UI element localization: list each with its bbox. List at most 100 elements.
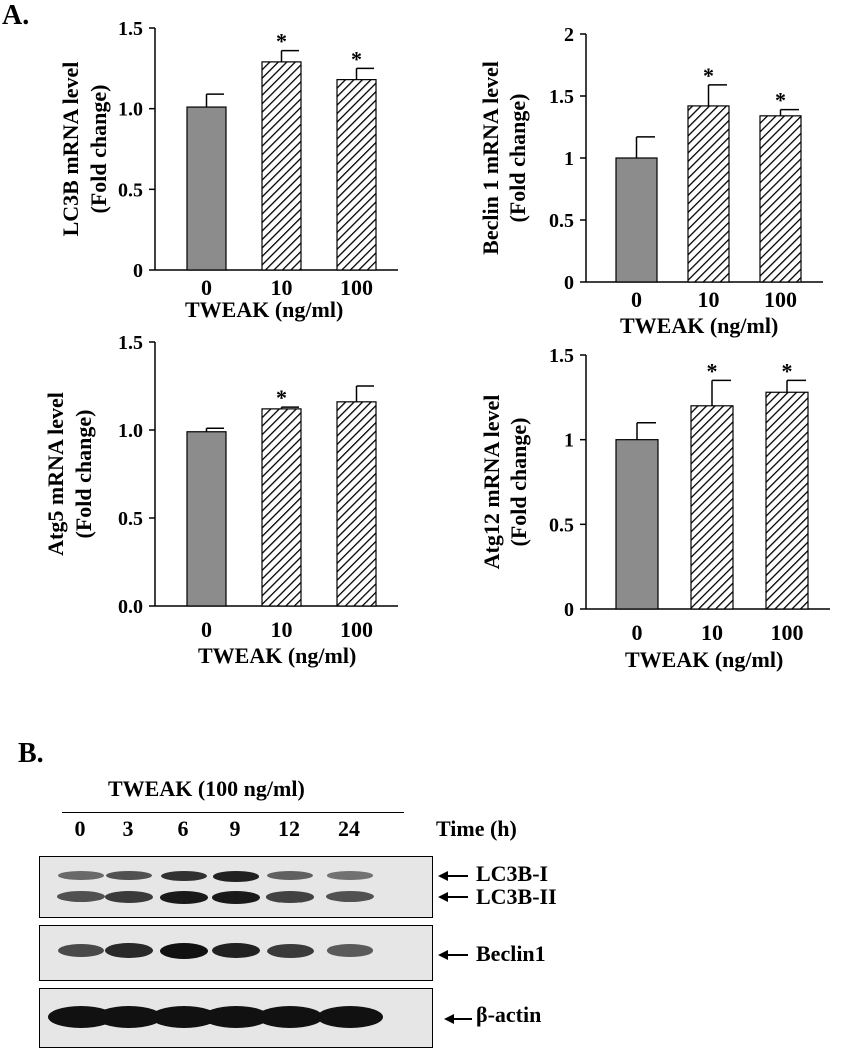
atg12-bar-100 [765, 391, 809, 610]
beclin1-y-tick-label: 2 [564, 24, 574, 46]
atg5-bar-0 [186, 431, 227, 607]
beclin1-y-tick-label: 0.5 [549, 210, 574, 232]
atg5-bar-10 [261, 408, 302, 607]
lc3b-ii-band [326, 891, 374, 902]
blot-lane-label: 9 [229, 816, 241, 841]
lc3b-ii-band [266, 891, 314, 903]
atg12-significance-marker: * [707, 358, 718, 383]
lc3b-significance-marker: * [276, 29, 287, 54]
beta-actin-band [203, 1006, 269, 1028]
atg12-category-label: 10 [701, 620, 723, 645]
lc3b-i-band [213, 871, 259, 882]
beta-actin-band [151, 1006, 217, 1028]
beclin1-bar-10 [687, 105, 730, 283]
atg12-y-tick-label: 1.5 [549, 345, 574, 367]
lc3b-y-tick-label: 1.0 [118, 99, 143, 121]
lc3b-i-band [58, 871, 104, 880]
beclin1-band [57, 944, 105, 958]
blot-treatment-label: TWEAK (100 ng/ml) [108, 776, 305, 801]
beclin1-bar-0 [615, 157, 658, 283]
beclin1-category-label: 10 [698, 287, 720, 312]
blot-time-label: Time (h) [436, 816, 517, 841]
lc3b-bar-100 [336, 79, 377, 271]
lc3b-i-band [161, 871, 207, 882]
beclin1-x-axis-label: TWEAK (ng/ml) [620, 313, 778, 338]
beclin1-y-axis-sublabel: (Fold change) [505, 94, 530, 223]
blot-treatment-rule [62, 812, 404, 813]
lc3b-i-arrow [438, 871, 468, 881]
lc3b-category-label: 100 [340, 275, 373, 300]
atg5-y-tick-label: 0.5 [118, 508, 143, 530]
atg12-bar-10 [690, 405, 734, 610]
beclin1-arrow [438, 950, 468, 960]
lc3b-ii-band [212, 891, 260, 904]
beta-actin-band [257, 1006, 323, 1028]
beta-actin-band [48, 1006, 114, 1028]
atg5-significance-marker: * [276, 385, 287, 410]
beclin1-significance-marker: * [703, 63, 714, 88]
beclin1-band [160, 943, 208, 959]
atg12-significance-marker: * [782, 358, 793, 383]
blot-lane-label: 24 [338, 816, 360, 841]
beclin1-band [326, 944, 374, 957]
lc3b-category-label: 10 [271, 275, 293, 300]
beclin1-label: Beclin1 [476, 941, 546, 966]
beclin1-bar-100 [759, 115, 802, 283]
lc3b-i-band [327, 871, 373, 880]
beclin1-category-label: 100 [764, 287, 797, 312]
beta-actin-arrow [444, 1014, 472, 1024]
beclin1-y-tick-label: 0 [564, 272, 574, 294]
beta-actin-label: β-actin [476, 1002, 542, 1027]
lc3b-ii-band [57, 891, 105, 902]
beta-actin-band [96, 1006, 162, 1028]
beta-actin-blot [39, 988, 433, 1048]
atg5-category-label: 10 [271, 617, 293, 642]
lc3b-y-axis-label: LC3B mRNA level [58, 62, 83, 237]
atg5-x-axis-label: TWEAK (ng/ml) [198, 643, 356, 668]
bar-charts-panel: 0 0.5 1.0 1.5 0 * 10 * 100 TWEAK (ng/ml) LC3B mRNA… [43, 18, 830, 672]
lc3b-category-label: 0 [201, 275, 212, 300]
lc3b-y-tick-label: 0.5 [118, 179, 143, 201]
atg5-y-tick-label: 1.5 [118, 332, 143, 354]
atg12-bar-0 [615, 439, 659, 610]
atg5-y-tick-label: 0.0 [118, 596, 143, 618]
blot-lane-label: 3 [122, 816, 134, 841]
atg5-y-axis-sublabel: (Fold change) [71, 410, 96, 539]
lc3b-blot [39, 856, 433, 918]
atg5-y-tick-label: 1.0 [118, 420, 143, 442]
beclin1-y-axis-label: Beclin 1 mRNA level [478, 61, 503, 255]
beclin1-band [105, 943, 153, 959]
lc3b-i-label: LC3B-I [476, 861, 549, 886]
lc3b-x-axis-label: TWEAK (ng/ml) [185, 297, 343, 322]
blot-lane-label: 0 [74, 816, 86, 841]
atg12-category-label: 100 [771, 620, 804, 645]
panel-a-label: A. [2, 0, 30, 31]
lc3b-y-tick-label: 0 [133, 260, 143, 282]
lc3b-significance-marker: * [351, 46, 362, 71]
beclin1-category-label: 0 [631, 287, 642, 312]
beclin1-y-tick-label: 1.5 [549, 86, 574, 108]
atg5-category-label: 100 [340, 617, 373, 642]
lc3b-ii-band [105, 891, 153, 903]
atg5-y-axis-label: Atg5 mRNA level [43, 392, 68, 556]
lc3b-i-band [106, 871, 152, 881]
beclin1-band [212, 943, 260, 959]
blot-lane-label: 6 [177, 816, 189, 841]
atg12-y-axis-label: Atg12 mRNA level [479, 395, 504, 570]
lc3b-ii-label: LC3B-II [476, 884, 557, 909]
lc3b-y-axis-sublabel: (Fold change) [86, 85, 111, 214]
beclin1-significance-marker: * [775, 88, 786, 113]
lc3b-i-band [267, 871, 313, 880]
beta-actin-band [317, 1006, 383, 1028]
lc3b-y-tick-label: 1.5 [118, 18, 143, 40]
beclin1-blot [39, 925, 433, 981]
atg12-y-tick-label: 1 [564, 430, 574, 452]
atg12-y-tick-label: 0.5 [549, 514, 574, 536]
blot-lane-label: 12 [278, 816, 300, 841]
lc3b-ii-arrow [438, 892, 468, 902]
atg5-bar-100 [336, 401, 377, 607]
atg12-category-label: 0 [632, 620, 643, 645]
beclin1-band [266, 943, 314, 958]
atg12-x-axis-label: TWEAK (ng/ml) [625, 647, 783, 672]
